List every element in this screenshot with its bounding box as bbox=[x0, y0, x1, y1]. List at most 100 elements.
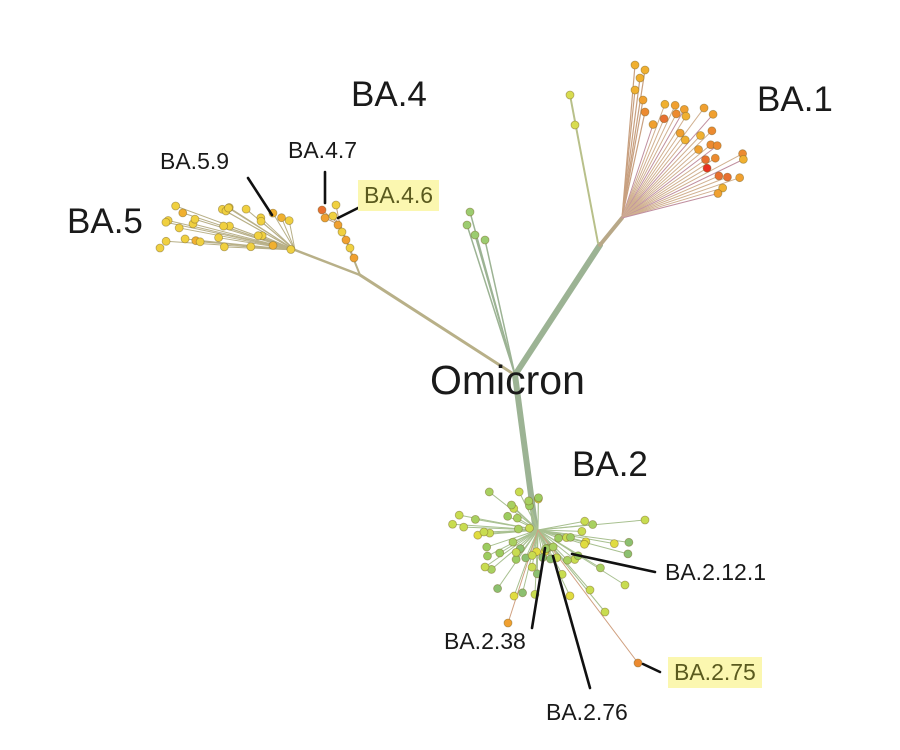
leaf-node bbox=[509, 591, 519, 601]
leaf-node bbox=[508, 537, 518, 547]
leaf-node bbox=[513, 524, 523, 534]
leaf-node bbox=[317, 205, 327, 215]
leaf-node bbox=[462, 220, 472, 230]
branch-ba1 bbox=[621, 103, 666, 219]
leaf-node bbox=[712, 141, 722, 151]
branch-ba2 bbox=[537, 520, 586, 531]
leaf-node bbox=[694, 145, 703, 154]
label-ba-2-12-1: BA.2.12.1 bbox=[665, 559, 767, 585]
leaf-node bbox=[507, 500, 516, 510]
leaf-node bbox=[648, 120, 658, 129]
leaf-node bbox=[579, 539, 589, 549]
branch-ba1 bbox=[621, 111, 646, 219]
leaf-node bbox=[638, 95, 648, 105]
branch-ba1 bbox=[621, 113, 714, 219]
leader-ba-2-38 bbox=[530, 546, 547, 630]
leaf-node bbox=[219, 242, 229, 252]
leaf-node bbox=[680, 135, 690, 145]
leaf-node bbox=[640, 515, 650, 525]
root-label-omicron: Omicron bbox=[430, 357, 585, 403]
leaf-node bbox=[268, 241, 278, 250]
leaf-node bbox=[580, 516, 590, 526]
clade-label-ba1: BA.1 bbox=[757, 80, 833, 119]
leaf-node bbox=[554, 533, 563, 543]
leaf-ba-2-75 bbox=[633, 658, 643, 668]
leaf-node bbox=[337, 227, 347, 237]
branch-ba1 bbox=[621, 159, 707, 219]
leaf-node bbox=[224, 203, 233, 213]
branch-ba1 bbox=[621, 176, 728, 219]
branch-ba1 bbox=[621, 115, 687, 219]
leaf-node bbox=[702, 163, 712, 173]
branch-ba1 bbox=[621, 135, 702, 219]
leaf-node bbox=[454, 510, 464, 520]
leaf-node bbox=[155, 243, 165, 253]
leaf-node bbox=[514, 487, 524, 497]
leaf-node bbox=[659, 114, 669, 124]
leaf-node bbox=[483, 551, 492, 561]
leaf-node bbox=[640, 107, 650, 117]
branch-early bbox=[484, 239, 516, 376]
leader-ba-2-75 bbox=[641, 662, 662, 674]
leaf-node bbox=[253, 231, 263, 241]
leader-ba-4-6 bbox=[336, 205, 362, 220]
leaf-node bbox=[723, 172, 732, 182]
leaf-node bbox=[710, 153, 720, 163]
branch-ba5 bbox=[272, 212, 296, 251]
branch-ba1 bbox=[621, 187, 724, 219]
branch-ba2 bbox=[537, 529, 583, 532]
leaf-node bbox=[708, 109, 718, 119]
branch-ba1 bbox=[621, 89, 636, 219]
leaf-node bbox=[448, 519, 457, 529]
branch-ba1 bbox=[621, 123, 654, 219]
leaf-node bbox=[241, 204, 251, 214]
leaf-node bbox=[600, 607, 610, 617]
branch-ba1 bbox=[621, 192, 719, 219]
leaf-node bbox=[735, 173, 745, 183]
branch-ba2 bbox=[534, 529, 539, 595]
branch-ba1 bbox=[621, 167, 708, 219]
leaf-node bbox=[482, 542, 492, 552]
leaf-node bbox=[524, 496, 534, 506]
clade-label-ba2: BA.2 bbox=[572, 445, 648, 484]
branch-ba2 bbox=[525, 529, 539, 559]
leaf-node bbox=[480, 562, 490, 572]
branch-ba1 bbox=[621, 157, 716, 219]
branch-ba1 bbox=[621, 69, 646, 219]
branch-ba5 bbox=[288, 220, 296, 251]
leaf-node bbox=[577, 526, 587, 536]
leaf-node bbox=[548, 542, 558, 552]
leader-ba-5-9 bbox=[246, 176, 274, 217]
leaf-node bbox=[214, 233, 223, 243]
leaf-node bbox=[171, 201, 181, 211]
leaf-node bbox=[566, 532, 575, 542]
leaf-node bbox=[503, 511, 513, 521]
clade-label-ba5: BA.5 bbox=[67, 202, 143, 241]
leaf-node bbox=[479, 527, 489, 537]
leaf-node bbox=[635, 73, 645, 83]
branch-ba1-side bbox=[569, 94, 599, 244]
branch-ba2 bbox=[518, 491, 539, 531]
leaf-node bbox=[246, 242, 256, 252]
leaf-node bbox=[174, 223, 184, 233]
branch-ba1 bbox=[621, 153, 744, 219]
branch-ba1 bbox=[621, 77, 641, 219]
branch-ba2 bbox=[537, 529, 615, 545]
label-leader-lines bbox=[246, 170, 662, 690]
leaf-node bbox=[565, 90, 575, 100]
leaf-node bbox=[495, 548, 505, 558]
branch-ba1 bbox=[621, 144, 712, 219]
branch-ba5 bbox=[281, 217, 296, 251]
leaf-node bbox=[681, 111, 691, 121]
branch-ba2 bbox=[484, 529, 539, 568]
leaf-node bbox=[623, 549, 633, 559]
leaf-node bbox=[675, 128, 685, 138]
leaf-node bbox=[624, 537, 634, 547]
branch-ba1 bbox=[621, 118, 665, 219]
label-ba-5-9: BA.5.9 bbox=[160, 148, 230, 174]
branch-ba5-stem bbox=[293, 248, 362, 277]
branch-ba5 bbox=[225, 210, 296, 251]
branch-ba1 bbox=[621, 132, 681, 219]
label-ba-4-7: BA.4.7 bbox=[288, 137, 358, 163]
